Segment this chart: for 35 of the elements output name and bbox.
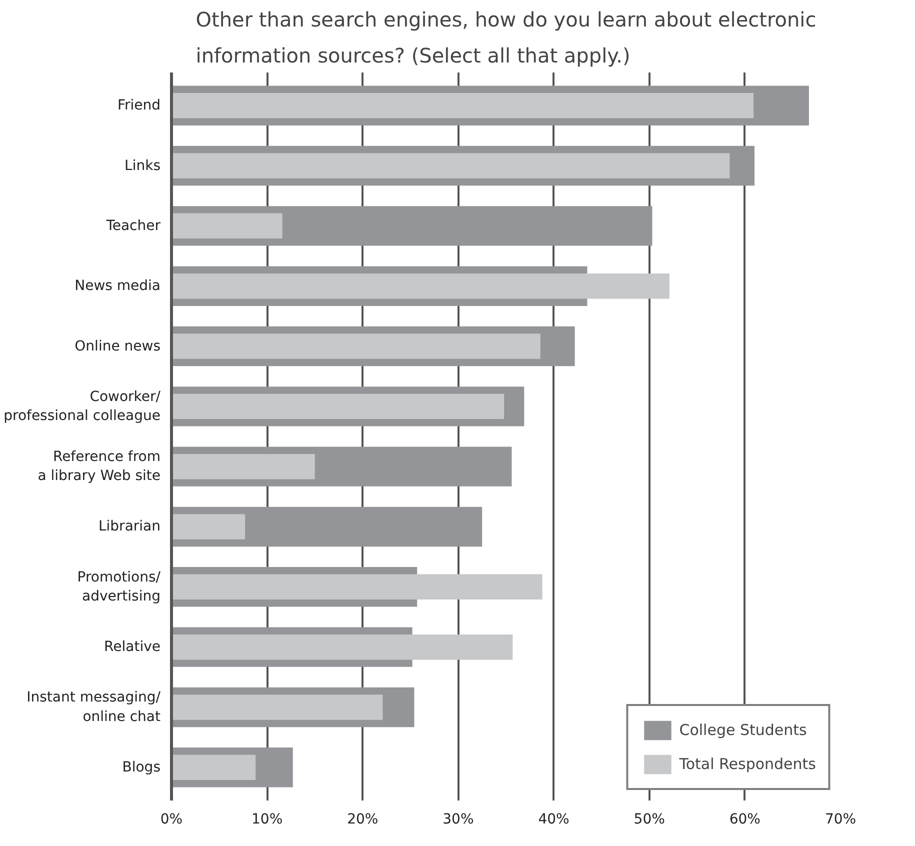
y-tick-label: Relative	[104, 639, 161, 656]
y-tick-label: Links	[124, 158, 161, 174]
legend-label: College Students	[679, 721, 807, 739]
bar	[172, 394, 504, 420]
bar	[172, 574, 542, 600]
y-tick-label: Teacher	[105, 218, 161, 234]
y-tick-label: Friend	[117, 98, 161, 114]
bar	[172, 514, 246, 540]
y-tick-label: Instant messaging/ online chat	[26, 690, 162, 725]
bar	[172, 153, 730, 178]
x-tick-label: 30%	[442, 812, 474, 828]
y-tick-label: Reference from a library Web site	[38, 448, 160, 484]
y-tick-label: News media	[74, 278, 161, 294]
bar	[172, 334, 540, 359]
x-tick-label: 0%	[160, 812, 183, 828]
y-tick-label: Coworker/ professional colleague	[4, 388, 161, 424]
bar	[172, 634, 513, 660]
x-tick-label: 10%	[252, 812, 283, 828]
x-tick-label: 70%	[824, 812, 856, 828]
y-tick-label: Blogs	[122, 759, 161, 776]
y-tick-label: Promotions/ advertising	[77, 569, 161, 605]
x-tick-label: 50%	[634, 812, 665, 828]
chart-title: Other than search engines, how do you learn about electronic information sources? (Select all that apply.)	[196, 8, 816, 68]
bar	[172, 213, 282, 239]
y-tick-label: Online news	[74, 338, 161, 354]
x-tick-label: 20%	[347, 812, 378, 828]
x-tick-label: 60%	[729, 812, 760, 828]
x-tick-label: 40%	[538, 812, 570, 828]
bar	[172, 754, 256, 780]
legend-label: Total Respondents	[679, 755, 816, 773]
bar	[172, 694, 383, 720]
y-tick-label: Librarian	[98, 518, 161, 535]
bar	[172, 454, 315, 480]
bar	[172, 273, 670, 299]
bar	[172, 92, 754, 118]
